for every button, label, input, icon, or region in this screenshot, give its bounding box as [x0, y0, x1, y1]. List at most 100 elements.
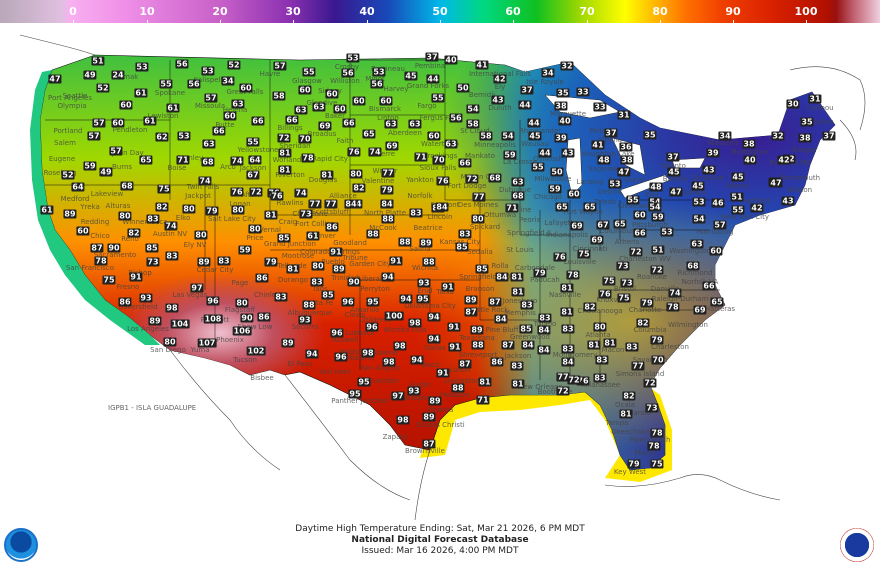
temperature-value: 82: [636, 318, 650, 328]
temperature-value: 66: [458, 158, 472, 168]
temperature-value: 94: [305, 349, 319, 359]
temperature-value: 53: [201, 66, 215, 76]
city-label: Socorro: [291, 323, 319, 331]
temperature-value: 38: [554, 101, 568, 111]
temperature-value: 78: [566, 270, 580, 280]
temperature-value: 94: [410, 355, 424, 365]
temperature-value: 68: [686, 261, 700, 271]
city-label: Savannah: [632, 356, 668, 364]
issued-time: Issued: Mar 16 2026, 4:00 PM MDT: [361, 546, 519, 556]
city-label: Hobbs: [338, 348, 362, 356]
city-label: Brownsville: [405, 447, 445, 455]
temperature-value: 89: [148, 316, 162, 326]
temperature-value: 58: [479, 131, 493, 141]
city-label: Lakeview: [90, 190, 124, 198]
city-label: Grand Junction: [264, 240, 316, 248]
city-label: Memphis: [504, 309, 536, 317]
temperature-value: 75: [617, 293, 631, 303]
temperature-value: 94: [381, 272, 395, 282]
temperature-value: 83: [625, 342, 639, 352]
temperature-value: 75: [602, 276, 616, 286]
temperature-value: 40: [743, 155, 757, 165]
temperature-value: 58: [272, 91, 286, 101]
temperature-value: 79: [205, 206, 219, 216]
city-label: Pendleton: [112, 126, 148, 134]
temperature-value: 98: [361, 348, 375, 358]
temperature-value: 81: [560, 283, 574, 293]
city-label: Sacramento: [93, 251, 137, 259]
temperature-value: 93: [139, 293, 153, 303]
temperature-value: 45: [731, 172, 745, 182]
nws-logo[interactable]: [840, 528, 874, 562]
city-label: Dubuque: [499, 186, 531, 194]
colorbar-tick-mark: [220, 20, 221, 23]
city-label: Flagstaff: [224, 306, 256, 314]
city-label: Atlanta: [585, 331, 611, 339]
city-label: Linton: [377, 114, 399, 122]
city-label: Greenwood: [510, 333, 550, 341]
temperature-value: 107: [197, 338, 217, 348]
city-label: Lafayette: [544, 219, 578, 227]
temperature-value: 77: [381, 168, 395, 178]
city-label: Tucson: [233, 356, 257, 364]
temperature-value: 55: [302, 67, 316, 77]
temperature-value: 24: [111, 70, 125, 80]
temperature-value: 91: [441, 282, 455, 292]
temperature-value: 42: [493, 74, 507, 84]
city-label: Winnemucca: [122, 218, 168, 226]
temperature-value: 73: [146, 257, 160, 267]
city-label: Wichita: [412, 264, 438, 272]
temperature-value: 80: [235, 298, 249, 308]
temperature-value: 44: [518, 100, 532, 110]
city-label: Mankato: [464, 152, 496, 160]
city-label: John Day: [112, 149, 144, 157]
colorbar-tick-label: 100: [794, 5, 818, 18]
temperature-value: 97: [391, 391, 405, 401]
colorbar-tick-label: 60: [505, 5, 521, 18]
city-label: Paducah: [530, 276, 560, 284]
city-label: Lufkin: [449, 366, 471, 374]
city-label: La Crosse: [503, 158, 537, 166]
city-label: Little Rock: [471, 306, 509, 314]
temperature-value: 85: [519, 324, 533, 334]
temperature-value: 94: [427, 312, 441, 322]
temperature-value: 66: [342, 118, 356, 128]
city-label: Arco: [220, 163, 236, 171]
temperature-value: 47: [617, 167, 631, 177]
city-label: Baker: [324, 112, 346, 120]
noaa-logo[interactable]: [4, 528, 38, 562]
city-label: Danville: [650, 285, 680, 293]
temperature-value: 72: [643, 378, 657, 388]
temperature-value: 86: [257, 312, 271, 322]
city-label: Boston: [787, 186, 813, 194]
city-label: Rhinelander: [519, 127, 561, 135]
temperature-value: 80: [182, 204, 196, 214]
temperature-value: 66: [285, 115, 299, 125]
city-label: Tampa: [605, 419, 629, 427]
temperature-value: 66: [702, 281, 716, 291]
temperature-value: 83: [217, 256, 231, 266]
temperature-value: 42: [777, 155, 791, 165]
temperature-value: 48: [597, 155, 611, 165]
city-label: Bemidji: [468, 91, 496, 99]
city-label: Detroit: [597, 188, 623, 196]
temperature-value: 74: [230, 156, 244, 166]
city-label: Indianapolis: [545, 231, 589, 239]
city-label: Fargo: [417, 102, 437, 110]
temperature-value: 72: [567, 375, 581, 385]
city-label: Van Horn: [319, 368, 351, 376]
city-label: Roseburg: [43, 169, 77, 177]
city-label: Houlton: [806, 118, 834, 126]
temperature-value: 75: [102, 275, 116, 285]
city-label: New Orleans: [517, 383, 563, 391]
city-label: Ocala: [615, 401, 635, 409]
temperature-value: 52: [96, 83, 110, 93]
city-label: Sioux Falls: [419, 164, 457, 172]
temperature-value: 52: [227, 60, 241, 70]
city-label: Cleveland: [617, 202, 653, 210]
temperature-value: 59: [83, 161, 97, 171]
city-label: Palm Beach: [629, 436, 671, 444]
temperature-value: 84: [380, 199, 394, 209]
city-label: Worland: [272, 156, 302, 164]
temperature-value: 82: [127, 228, 141, 238]
